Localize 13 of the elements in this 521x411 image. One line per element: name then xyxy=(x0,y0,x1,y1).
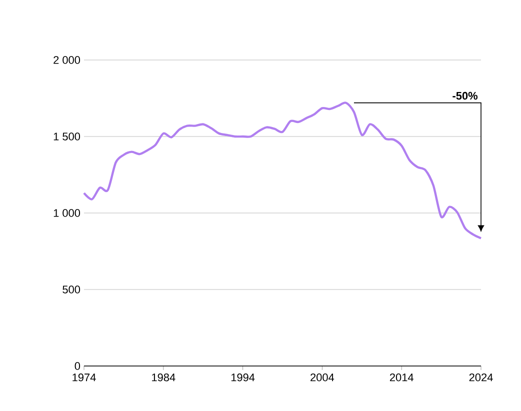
y-tick-label: 1 000 xyxy=(54,209,80,217)
x-tick-label: 1984 xyxy=(152,374,176,382)
x-tick-label: 1974 xyxy=(72,374,96,382)
y-tick-label: 0 xyxy=(74,362,80,370)
x-tick-label: 2014 xyxy=(390,374,414,382)
y-tick-label: 1 500 xyxy=(54,132,80,140)
x-tick-label: 1994 xyxy=(231,374,255,382)
x-tick-label: 2024 xyxy=(469,374,493,382)
x-tick-label: 2004 xyxy=(310,374,334,382)
line-series xyxy=(82,102,482,240)
annotation: -50% xyxy=(452,92,478,100)
y-tick-label: 500 xyxy=(62,286,80,294)
y-tick-label: 2 000 xyxy=(54,56,80,64)
